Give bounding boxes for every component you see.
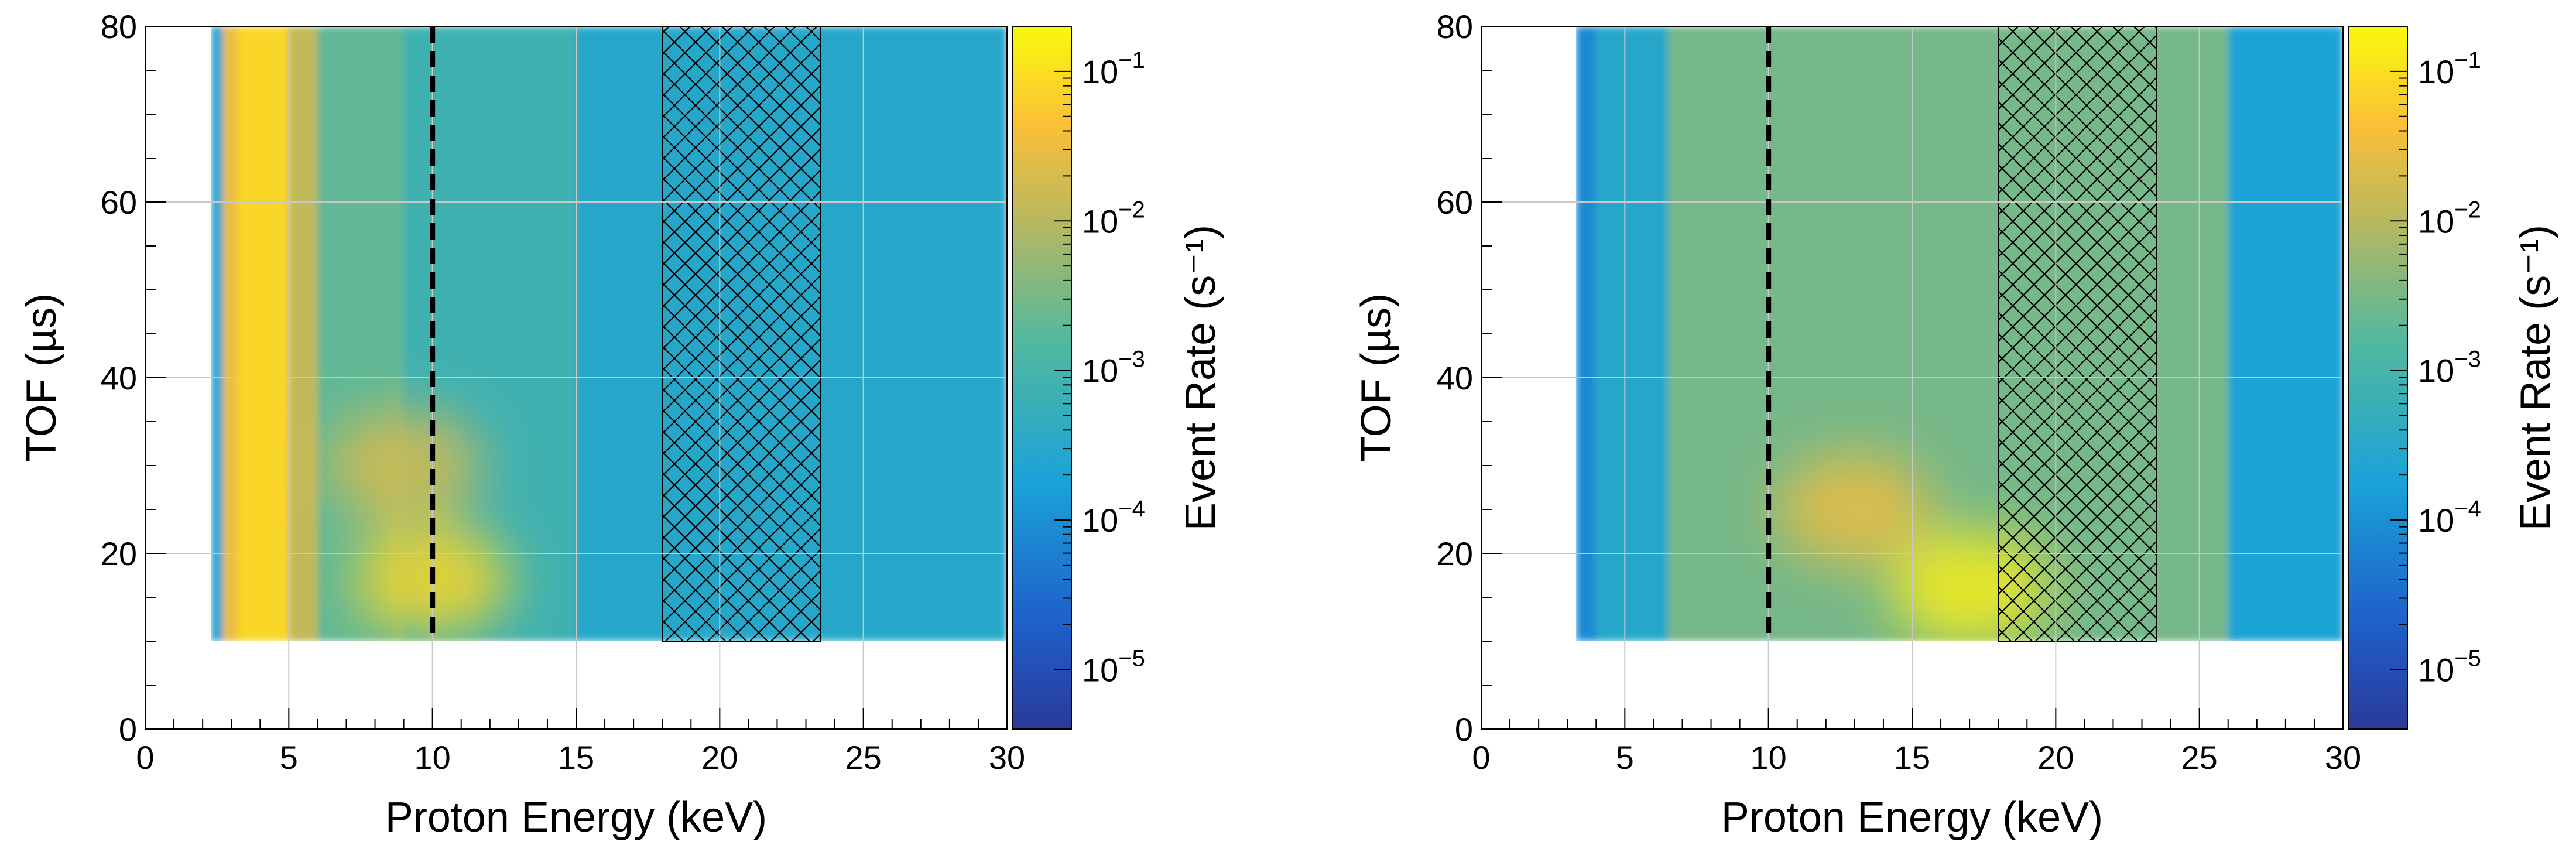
heatmap-band bbox=[1575, 26, 1597, 641]
x-tick-label: 0 bbox=[136, 739, 154, 776]
x-tick-label: 5 bbox=[280, 739, 298, 776]
x-tick-label: 15 bbox=[1894, 739, 1930, 776]
colorbar-tick-label: 10−4 bbox=[2418, 496, 2481, 539]
y-tick-label: 20 bbox=[1437, 535, 1473, 572]
y-tick-label: 0 bbox=[119, 711, 137, 748]
colorbar-tick-label: 10−5 bbox=[2418, 645, 2481, 688]
y-tick-label: 80 bbox=[1437, 8, 1473, 45]
x-axis-label: Proton Energy (keV) bbox=[1721, 794, 2103, 841]
x-tick-label: 0 bbox=[1472, 739, 1490, 776]
colorbar-label: Event Rate (s⁻¹) bbox=[1177, 225, 1224, 531]
heatmap-band bbox=[222, 26, 238, 641]
hatched-band bbox=[662, 26, 821, 642]
y-tick-label: 60 bbox=[1437, 184, 1473, 221]
colorbar-tick-label: 10−2 bbox=[1082, 197, 1145, 240]
colorbar-tick-label: 10−1 bbox=[1082, 47, 1145, 90]
hatched-band bbox=[1998, 26, 2157, 642]
left-heatmap-panel: 0 5 10 15 20 25 3002040608010−110−210−310−410−… bbox=[101, 8, 1145, 776]
colorbar-tick-label: 10−2 bbox=[2418, 197, 2481, 240]
colorbar-tick-label: 10−1 bbox=[2418, 47, 2481, 90]
heatmap-hotspot bbox=[326, 409, 482, 522]
heatmap-band bbox=[237, 26, 289, 641]
left-axis-titles: Proton Energy (keV) TOF (µs) Event Rate … bbox=[18, 225, 1224, 841]
x-axis: 0 5 10 15 20 25 30 bbox=[136, 708, 1025, 776]
colorbar: 10−1 10−2 10−3 10−4 10−5 bbox=[2348, 26, 2481, 730]
colorbar-label: Event Rate (s⁻¹) bbox=[2512, 225, 2559, 531]
x-tick-label: 10 bbox=[415, 739, 451, 776]
colorbar-gradient bbox=[2348, 26, 2408, 730]
x-axis-label: Proton Energy (keV) bbox=[385, 794, 767, 841]
y-axis: 0 20 40 60 80 bbox=[101, 8, 166, 748]
colorbar-tick-label: 10−3 bbox=[1082, 347, 1145, 389]
y-tick-label: 20 bbox=[101, 535, 137, 572]
x-tick-label: 20 bbox=[701, 739, 738, 776]
colorbar: 10−1 10−2 10−3 10−4 10−5 bbox=[1012, 26, 1145, 730]
heatmap-band bbox=[211, 26, 223, 641]
x-tick-label: 10 bbox=[1751, 739, 1787, 776]
x-tick-label: 25 bbox=[845, 739, 882, 776]
heatmap-hotspot bbox=[1777, 453, 1933, 566]
y-axis: 0 20 40 60 80 bbox=[1437, 8, 1502, 748]
x-tick-label: 25 bbox=[2181, 739, 2218, 776]
heatmap-band bbox=[1596, 26, 1668, 641]
y-tick-label: 40 bbox=[101, 360, 137, 396]
colorbar-tick-label: 10−3 bbox=[2418, 347, 2481, 389]
x-tick-label: 30 bbox=[989, 739, 1025, 776]
colorbar-gradient bbox=[1012, 26, 1072, 730]
right-axis-titles: Proton Energy (keV) TOF (µs) Event Rate … bbox=[1353, 225, 2559, 841]
x-tick-label: 5 bbox=[1616, 739, 1634, 776]
y-axis-label: TOF (µs) bbox=[1353, 293, 1400, 462]
y-tick-label: 0 bbox=[1455, 711, 1473, 748]
colorbar-tick-label: 10−5 bbox=[1082, 645, 1145, 688]
colorbar-tick-label: 10−4 bbox=[1082, 496, 1145, 539]
y-tick-label: 60 bbox=[101, 184, 137, 221]
x-axis: 0 5 10 15 20 25 30 bbox=[1472, 708, 2361, 776]
heatmap-band bbox=[2228, 26, 2343, 641]
x-tick-label: 20 bbox=[2037, 739, 2074, 776]
y-tick-label: 80 bbox=[101, 8, 137, 45]
heatmap-band bbox=[289, 26, 318, 641]
y-tick-label: 40 bbox=[1437, 360, 1473, 396]
right-heatmap-panel: 0 5 10 15 20 25 3002040608010−110−210−310−410−… bbox=[1437, 8, 2481, 776]
y-axis-label: TOF (µs) bbox=[18, 293, 65, 462]
x-tick-label: 30 bbox=[2325, 739, 2361, 776]
x-tick-label: 15 bbox=[558, 739, 594, 776]
